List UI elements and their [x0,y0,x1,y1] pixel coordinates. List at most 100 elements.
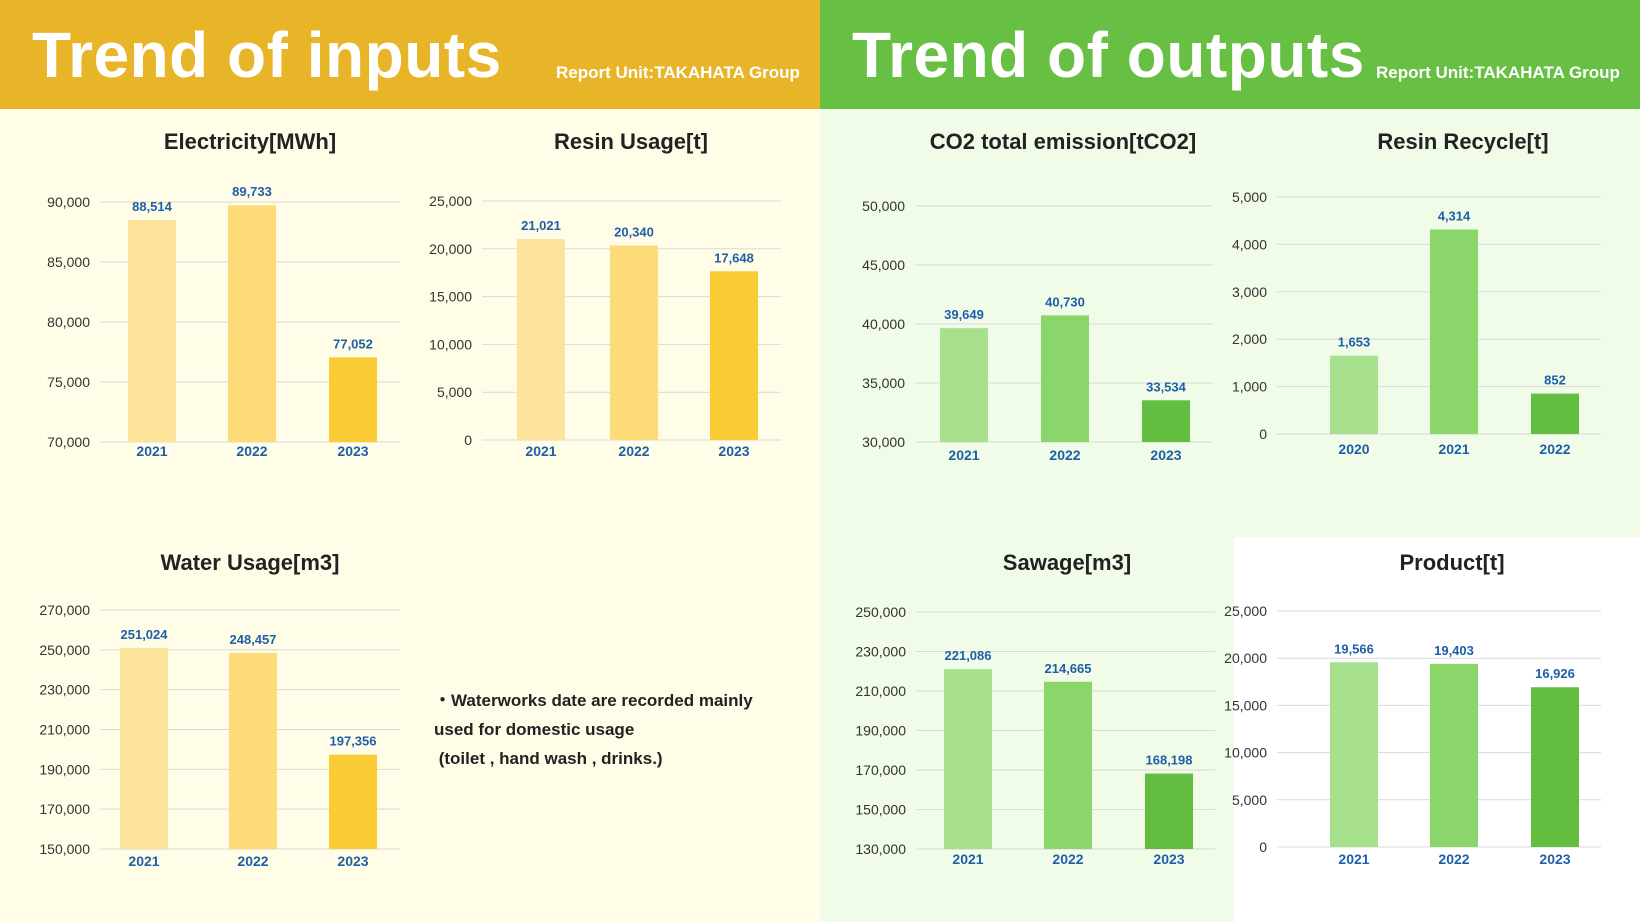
data-label: 4,314 [1438,209,1471,224]
y-tick-label: 150,000 [39,841,90,857]
note-line-3: (toilet , hand wash , drinks.) [434,749,663,768]
y-tick-label: 40,000 [862,316,905,332]
note-line-2: used for domestic usage [434,720,635,739]
chart-title: Water Usage[m3] [161,550,340,575]
y-tick-label: 2,000 [1232,331,1267,347]
chart-title: Sawage[m3] [1003,550,1131,575]
y-tick-label: 80,000 [47,314,90,330]
x-tick-label: 2023 [1150,447,1181,463]
y-tick-label: 15,000 [429,289,472,305]
x-tick-label: 2023 [1153,851,1184,867]
y-tick-label: 0 [1259,839,1267,855]
bar-2022 [610,245,658,440]
data-label: 1,653 [1338,335,1371,350]
y-tick-label: 1,000 [1232,379,1267,395]
data-label: 89,733 [232,184,272,199]
x-tick-label: 2022 [1049,447,1080,463]
data-label: 852 [1544,373,1566,388]
water-usage-group: Water Usage[m3] 150,000 170,000 190,000 210,… [39,550,400,869]
chart-title: Electricity[MWh] [164,129,336,154]
bar-2023 [710,271,758,440]
y-tick-label: 25,000 [1224,603,1267,619]
resin-recycle-group: Resin Recycle[t] 0 1,000 2,000 3,000 4,000 5,0… [1232,129,1601,457]
y-tick-label: 20,000 [1224,650,1267,666]
data-label: 33,534 [1146,379,1187,394]
outputs-title: Trend of outputs [852,19,1365,91]
x-tick-label: 2023 [718,443,749,459]
y-tick-label: 130,000 [855,841,906,857]
y-tick-label: 210,000 [39,722,90,738]
x-tick-label: 2020 [1338,441,1369,457]
y-tick-label: 10,000 [429,336,472,352]
y-tick-label: 30,000 [862,434,905,450]
x-tick-label: 2022 [1438,851,1469,867]
y-tick-label: 3,000 [1232,284,1267,300]
y-tick-label: 5,000 [1232,792,1267,808]
data-label: 19,566 [1334,641,1374,656]
bar-2022 [228,205,276,442]
data-label: 88,514 [132,199,173,214]
y-tick-label: 250,000 [855,604,906,620]
y-tick-label: 50,000 [862,198,905,214]
y-tick-label: 210,000 [855,683,906,699]
bar-2023 [329,754,377,849]
data-label: 39,649 [944,307,984,322]
data-label: 17,648 [714,250,754,265]
x-tick-label: 2023 [1539,851,1570,867]
x-tick-label: 2023 [337,443,368,459]
x-tick-label: 2021 [128,853,159,869]
y-tick-label: 190,000 [855,723,906,739]
bar-2023 [1145,773,1193,849]
data-label: 21,021 [521,218,561,233]
bar-2022 [1430,663,1478,847]
bar-2020 [1330,355,1378,434]
chart-title: Product[t] [1399,550,1504,575]
y-tick-label: 0 [464,432,472,448]
bar-2023 [1531,687,1579,847]
y-tick-label: 4,000 [1232,236,1267,252]
outputs-report-unit: Report Unit:TAKAHATA Group [1376,63,1620,82]
data-label: 251,024 [121,627,169,642]
resin-usage-group: Resin Usage[t] 0 5,000 10,000 15,000 20,000 25… [429,129,781,459]
y-tick-label: 45,000 [862,257,905,273]
electricity-group: Electricity[MWh] 70,000 75,000 80,000 85,000… [47,129,400,459]
y-tick-label: 75,000 [47,374,90,390]
y-tick-label: 190,000 [39,761,90,777]
data-label: 214,665 [1045,661,1092,676]
data-label: 19,403 [1434,643,1474,658]
x-tick-label: 2022 [1539,441,1570,457]
data-label: 248,457 [230,632,277,647]
y-tick-label: 230,000 [39,682,90,698]
waterworks-note: ・Waterworks date are recorded mainly use… [434,686,794,773]
y-tick-label: 170,000 [855,762,906,778]
bar-2022 [1041,315,1089,442]
data-label: 168,198 [1146,753,1193,768]
bar-2022 [229,652,277,849]
bar-2021 [940,328,988,442]
y-tick-label: 5,000 [437,384,472,400]
data-label: 20,340 [614,225,654,240]
x-tick-label: 2022 [236,443,267,459]
y-tick-label: 230,000 [855,644,906,660]
y-tick-label: 250,000 [39,642,90,658]
data-label: 40,730 [1045,294,1085,309]
y-tick-label: 85,000 [47,254,90,270]
y-tick-label: 90,000 [47,194,90,210]
y-tick-label: 70,000 [47,434,90,450]
co2-emission-group: CO2 total emission[tCO2] 30,000 35,000 40,0… [862,129,1213,463]
chart-title: Resin Usage[t] [554,129,708,154]
data-label: 16,926 [1535,666,1575,681]
bar-2021 [128,219,176,442]
y-tick-label: 5,000 [1232,189,1267,205]
y-tick-label: 25,000 [429,193,472,209]
bar-2023 [329,357,377,442]
y-tick-label: 20,000 [429,241,472,257]
x-tick-label: 2022 [618,443,649,459]
inputs-header: Trend of inputs Report Unit:TAKAHATA Gro… [0,0,820,109]
x-tick-label: 2022 [1052,851,1083,867]
x-tick-label: 2021 [525,443,556,459]
bar-2022 [1531,393,1579,434]
bar-2021 [944,669,992,849]
data-label: 221,086 [945,648,992,663]
